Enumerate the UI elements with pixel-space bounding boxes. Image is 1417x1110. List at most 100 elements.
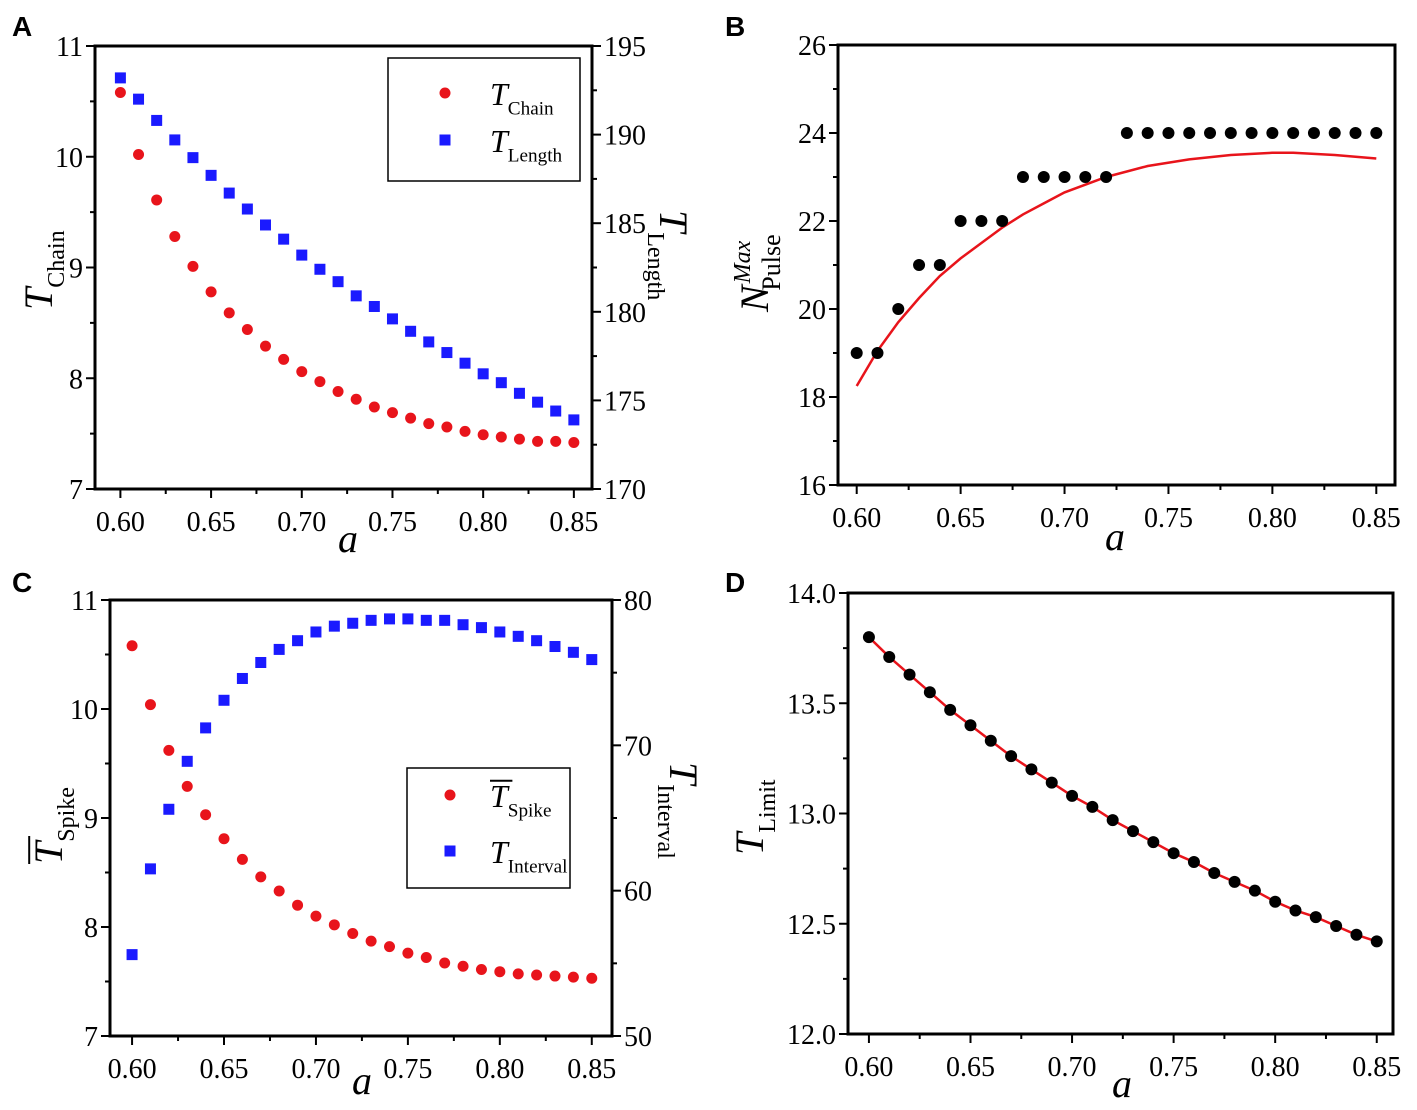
- data-point: [944, 703, 957, 716]
- data-point: [347, 928, 359, 940]
- data-point: [292, 899, 304, 911]
- data-point: [862, 631, 875, 644]
- y-left-axis-label: NMaxPulse: [730, 234, 786, 313]
- data-point: [549, 970, 561, 982]
- legend-label: TChain: [490, 76, 554, 120]
- data-point: [459, 425, 471, 437]
- data-point: [1307, 127, 1320, 139]
- y-left-axis-label: TLimit: [727, 779, 781, 855]
- legend-marker: [444, 789, 456, 801]
- x-tick-label: 0.80: [459, 507, 508, 538]
- x-tick-label: 0.85: [549, 507, 598, 538]
- data-point: [871, 347, 884, 359]
- data-point: [365, 935, 377, 947]
- data-point: [1370, 127, 1383, 139]
- y-left-tick-label: 7: [84, 1022, 98, 1053]
- x-tick-label: 0.75: [1144, 503, 1193, 534]
- data-point: [586, 972, 598, 984]
- data-point: [532, 435, 544, 447]
- legend-label: TSpike: [490, 778, 552, 822]
- y-right-tick-label: 170: [604, 475, 646, 506]
- data-point: [144, 863, 156, 875]
- data-point: [883, 650, 896, 663]
- data-point: [255, 656, 267, 668]
- y-left-tick-label: 24: [798, 119, 826, 150]
- data-point: [1100, 171, 1113, 183]
- data-point: [954, 215, 967, 227]
- data-point: [1167, 847, 1180, 860]
- data-point: [1289, 904, 1302, 917]
- data-point: [386, 407, 398, 419]
- y-right-axis-label: TLength: [642, 210, 696, 300]
- data-point: [1120, 127, 1133, 139]
- y-right-tick-label: 70: [624, 731, 652, 762]
- data-point: [423, 336, 435, 348]
- data-point: [1126, 825, 1139, 838]
- data-point: [187, 260, 199, 272]
- y-left-label-sub: Pulse: [757, 234, 786, 290]
- data-point: [1228, 875, 1241, 888]
- data-point: [169, 134, 181, 146]
- x-tick-label: 0.85: [1352, 1052, 1401, 1083]
- data-point: [236, 853, 248, 865]
- data-point: [278, 353, 290, 365]
- data-point: [477, 368, 489, 380]
- data-point: [441, 421, 453, 433]
- data-point: [1269, 895, 1282, 908]
- series-T_Chain: [114, 87, 580, 448]
- data-point: [169, 230, 181, 242]
- y-right-label: TInterval: [652, 762, 706, 859]
- x-tick-label: 0.80: [1251, 1052, 1300, 1083]
- data-point: [350, 393, 362, 405]
- data-point: [384, 613, 396, 625]
- series-T_Spike_mean: [126, 640, 598, 984]
- data-point: [903, 668, 916, 681]
- data-point: [296, 366, 308, 378]
- data-point: [1058, 171, 1071, 183]
- data-point: [114, 87, 126, 99]
- data-point: [200, 722, 212, 734]
- data-point: [144, 699, 156, 711]
- data-point: [368, 401, 380, 413]
- data-point: [347, 617, 359, 629]
- x-tick-label: 0.70: [277, 507, 326, 538]
- y-right-label-main: T: [651, 210, 696, 235]
- x-tick-label: 0.65: [936, 503, 985, 534]
- legend-label-sub: Length: [508, 146, 563, 167]
- data-point: [892, 303, 905, 315]
- data-point: [310, 626, 322, 638]
- y-right-tick-label: 180: [604, 298, 646, 329]
- data-point: [114, 72, 126, 84]
- panel-label: D: [725, 567, 745, 598]
- data-point: [494, 966, 506, 978]
- y-left-tick-label: 11: [71, 586, 98, 617]
- data-point: [365, 614, 377, 626]
- x-tick-label: 0.85: [567, 1054, 616, 1085]
- data-point: [1370, 935, 1383, 948]
- data-point: [332, 386, 344, 398]
- data-point: [126, 949, 138, 961]
- legend-label-main: T: [490, 123, 510, 159]
- data-point: [512, 968, 524, 980]
- data-point: [964, 719, 977, 732]
- data-point: [1328, 127, 1341, 139]
- data-point: [1037, 171, 1050, 183]
- y-left-tick-label: 7: [69, 475, 83, 506]
- x-tick-label: 0.70: [1048, 1052, 1097, 1083]
- data-point: [531, 969, 543, 981]
- data-point: [439, 957, 451, 969]
- data-point: [1248, 884, 1261, 897]
- y-right-tick-label: 50: [624, 1022, 652, 1053]
- data-point: [1208, 867, 1221, 880]
- data-point: [273, 885, 285, 897]
- data-point: [1141, 127, 1154, 139]
- legend-label-sub: Spike: [508, 801, 552, 822]
- data-point: [475, 622, 487, 634]
- data-point: [532, 396, 544, 408]
- data-point: [1079, 171, 1092, 183]
- data-point: [187, 152, 199, 164]
- y-left-tick-label: 11: [56, 32, 83, 63]
- y-right-label: TLength: [642, 210, 696, 300]
